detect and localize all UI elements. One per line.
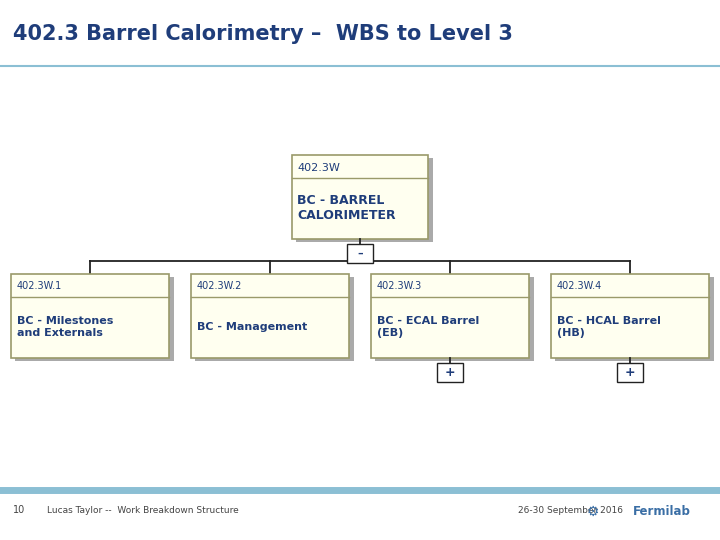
FancyBboxPatch shape (292, 156, 428, 239)
FancyBboxPatch shape (371, 274, 529, 358)
FancyBboxPatch shape (438, 363, 463, 381)
Text: +: + (625, 366, 635, 379)
Text: Lucas Taylor --  Work Breakdown Structure: Lucas Taylor -- Work Breakdown Structure (47, 506, 238, 515)
Text: –: – (357, 248, 363, 259)
Text: 402.3W.2: 402.3W.2 (197, 281, 242, 292)
Text: 402.3W.3: 402.3W.3 (377, 281, 422, 292)
Text: Fermilab: Fermilab (634, 505, 691, 518)
Text: 402.3W: 402.3W (297, 163, 341, 173)
FancyBboxPatch shape (191, 274, 349, 358)
Text: BC - Management: BC - Management (197, 322, 307, 332)
Text: BC - ECAL Barrel
(EB): BC - ECAL Barrel (EB) (377, 316, 479, 338)
Text: 10: 10 (13, 505, 25, 515)
FancyBboxPatch shape (375, 278, 534, 361)
FancyBboxPatch shape (195, 278, 354, 361)
FancyBboxPatch shape (555, 278, 714, 361)
Text: +: + (445, 366, 455, 379)
FancyBboxPatch shape (11, 274, 169, 358)
FancyBboxPatch shape (618, 363, 643, 381)
Text: 26-30 September 2016: 26-30 September 2016 (518, 506, 624, 515)
FancyBboxPatch shape (15, 278, 174, 361)
Text: BC - Milestones
and Externals: BC - Milestones and Externals (17, 316, 113, 338)
Text: BC - HCAL Barrel
(HB): BC - HCAL Barrel (HB) (557, 316, 660, 338)
Text: 402.3 Barrel Calorimetry –  WBS to Level 3: 402.3 Barrel Calorimetry – WBS to Level … (13, 24, 513, 44)
Text: BC - BARREL
CALORIMETER: BC - BARREL CALORIMETER (297, 194, 396, 222)
FancyBboxPatch shape (347, 244, 373, 263)
Text: ⚙: ⚙ (587, 505, 599, 519)
Text: 402.3W.1: 402.3W.1 (17, 281, 62, 292)
FancyBboxPatch shape (551, 274, 709, 358)
Text: 402.3W.4: 402.3W.4 (557, 281, 602, 292)
FancyBboxPatch shape (296, 159, 433, 242)
